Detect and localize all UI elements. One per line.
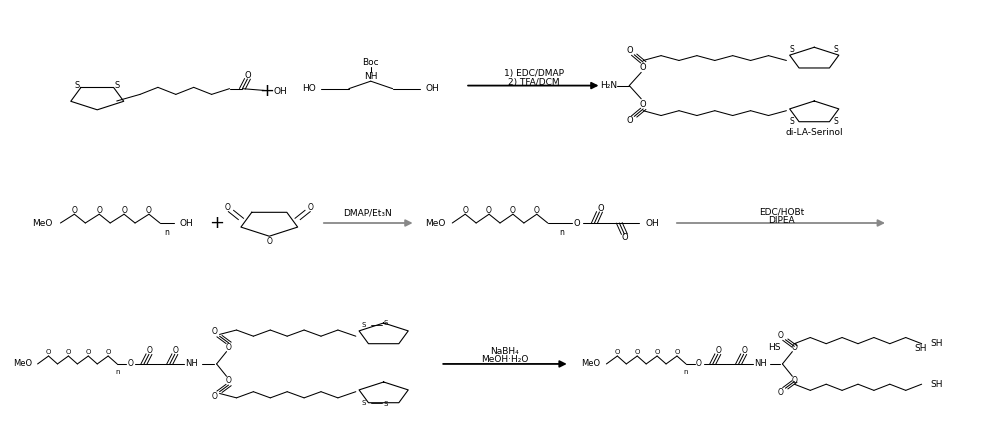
Text: O: O — [71, 206, 77, 215]
Text: O: O — [597, 203, 604, 213]
Text: O: O — [86, 350, 91, 355]
Text: O: O — [627, 46, 634, 55]
Text: OH: OH — [645, 219, 659, 227]
Text: n: n — [684, 369, 688, 375]
Text: NH: NH — [185, 359, 198, 368]
Text: n: n — [559, 228, 564, 237]
Text: O: O — [226, 376, 231, 385]
Text: SH: SH — [930, 339, 943, 348]
Text: S: S — [115, 81, 120, 90]
Text: S: S — [75, 81, 80, 90]
Text: O: O — [173, 346, 179, 355]
Text: NaBH₄: NaBH₄ — [491, 347, 519, 356]
Text: +: + — [209, 214, 224, 232]
Text: di-LA-Serinol: di-LA-Serinol — [785, 128, 843, 137]
Text: +: + — [259, 82, 274, 100]
Text: O: O — [121, 206, 127, 215]
Text: O: O — [127, 359, 133, 368]
Text: S: S — [790, 45, 795, 54]
Text: MeO: MeO — [13, 359, 32, 368]
Text: O: O — [486, 206, 492, 215]
Text: O: O — [777, 388, 783, 397]
Text: O: O — [225, 203, 231, 212]
Text: S: S — [362, 400, 366, 406]
Text: H₂N: H₂N — [600, 81, 617, 90]
Text: O: O — [226, 343, 231, 352]
Text: O: O — [627, 116, 634, 125]
Text: OH: OH — [180, 219, 194, 227]
Text: 1) EDC/DMAP: 1) EDC/DMAP — [504, 69, 564, 78]
Text: HO: HO — [302, 84, 316, 93]
Text: O: O — [696, 359, 702, 368]
Text: MeOH·H₂O: MeOH·H₂O — [481, 355, 529, 364]
Text: O: O — [640, 62, 647, 71]
Text: O: O — [147, 346, 153, 355]
Text: SH: SH — [930, 380, 943, 389]
Text: O: O — [622, 233, 629, 243]
Text: NH: NH — [754, 359, 767, 368]
Text: O: O — [308, 203, 314, 212]
Text: MeO: MeO — [425, 219, 446, 227]
Text: O: O — [534, 206, 540, 215]
Text: O: O — [212, 327, 218, 336]
Text: SH: SH — [914, 343, 927, 353]
Text: O: O — [266, 237, 272, 246]
Text: O: O — [742, 346, 748, 355]
Text: O: O — [573, 219, 580, 227]
Text: O: O — [635, 350, 640, 355]
Text: O: O — [212, 392, 218, 401]
Text: O: O — [791, 343, 797, 352]
Text: O: O — [46, 350, 51, 355]
Text: S: S — [834, 45, 838, 54]
Text: DMAP/Et₃N: DMAP/Et₃N — [343, 209, 392, 218]
Text: EDC/HOBt: EDC/HOBt — [759, 207, 804, 216]
Text: O: O — [654, 350, 660, 355]
Text: S: S — [383, 320, 388, 326]
Text: O: O — [716, 346, 722, 355]
Text: O: O — [106, 350, 111, 355]
Text: OH: OH — [273, 87, 287, 96]
Text: O: O — [462, 206, 468, 215]
Text: O: O — [791, 376, 797, 385]
Text: MeO: MeO — [582, 359, 601, 368]
Text: O: O — [777, 331, 783, 340]
Text: DIPEA: DIPEA — [768, 216, 795, 225]
Text: S: S — [383, 401, 388, 408]
Text: OH: OH — [426, 84, 439, 93]
Text: HS: HS — [768, 343, 781, 352]
Text: O: O — [615, 350, 620, 355]
Text: O: O — [66, 350, 71, 355]
Text: O: O — [244, 70, 251, 79]
Text: O: O — [96, 206, 102, 215]
Text: n: n — [164, 228, 169, 237]
Text: MeO: MeO — [33, 219, 53, 227]
Text: S: S — [790, 117, 795, 126]
Text: O: O — [640, 99, 647, 108]
Text: 2) TFA/DCM: 2) TFA/DCM — [508, 78, 560, 87]
Text: O: O — [510, 206, 516, 215]
Text: O: O — [146, 206, 152, 215]
Text: Boc: Boc — [362, 58, 379, 67]
Text: O: O — [674, 350, 680, 355]
Text: S: S — [834, 117, 838, 126]
Text: S: S — [362, 322, 366, 328]
Text: NH: NH — [364, 72, 377, 81]
Text: n: n — [115, 369, 119, 375]
